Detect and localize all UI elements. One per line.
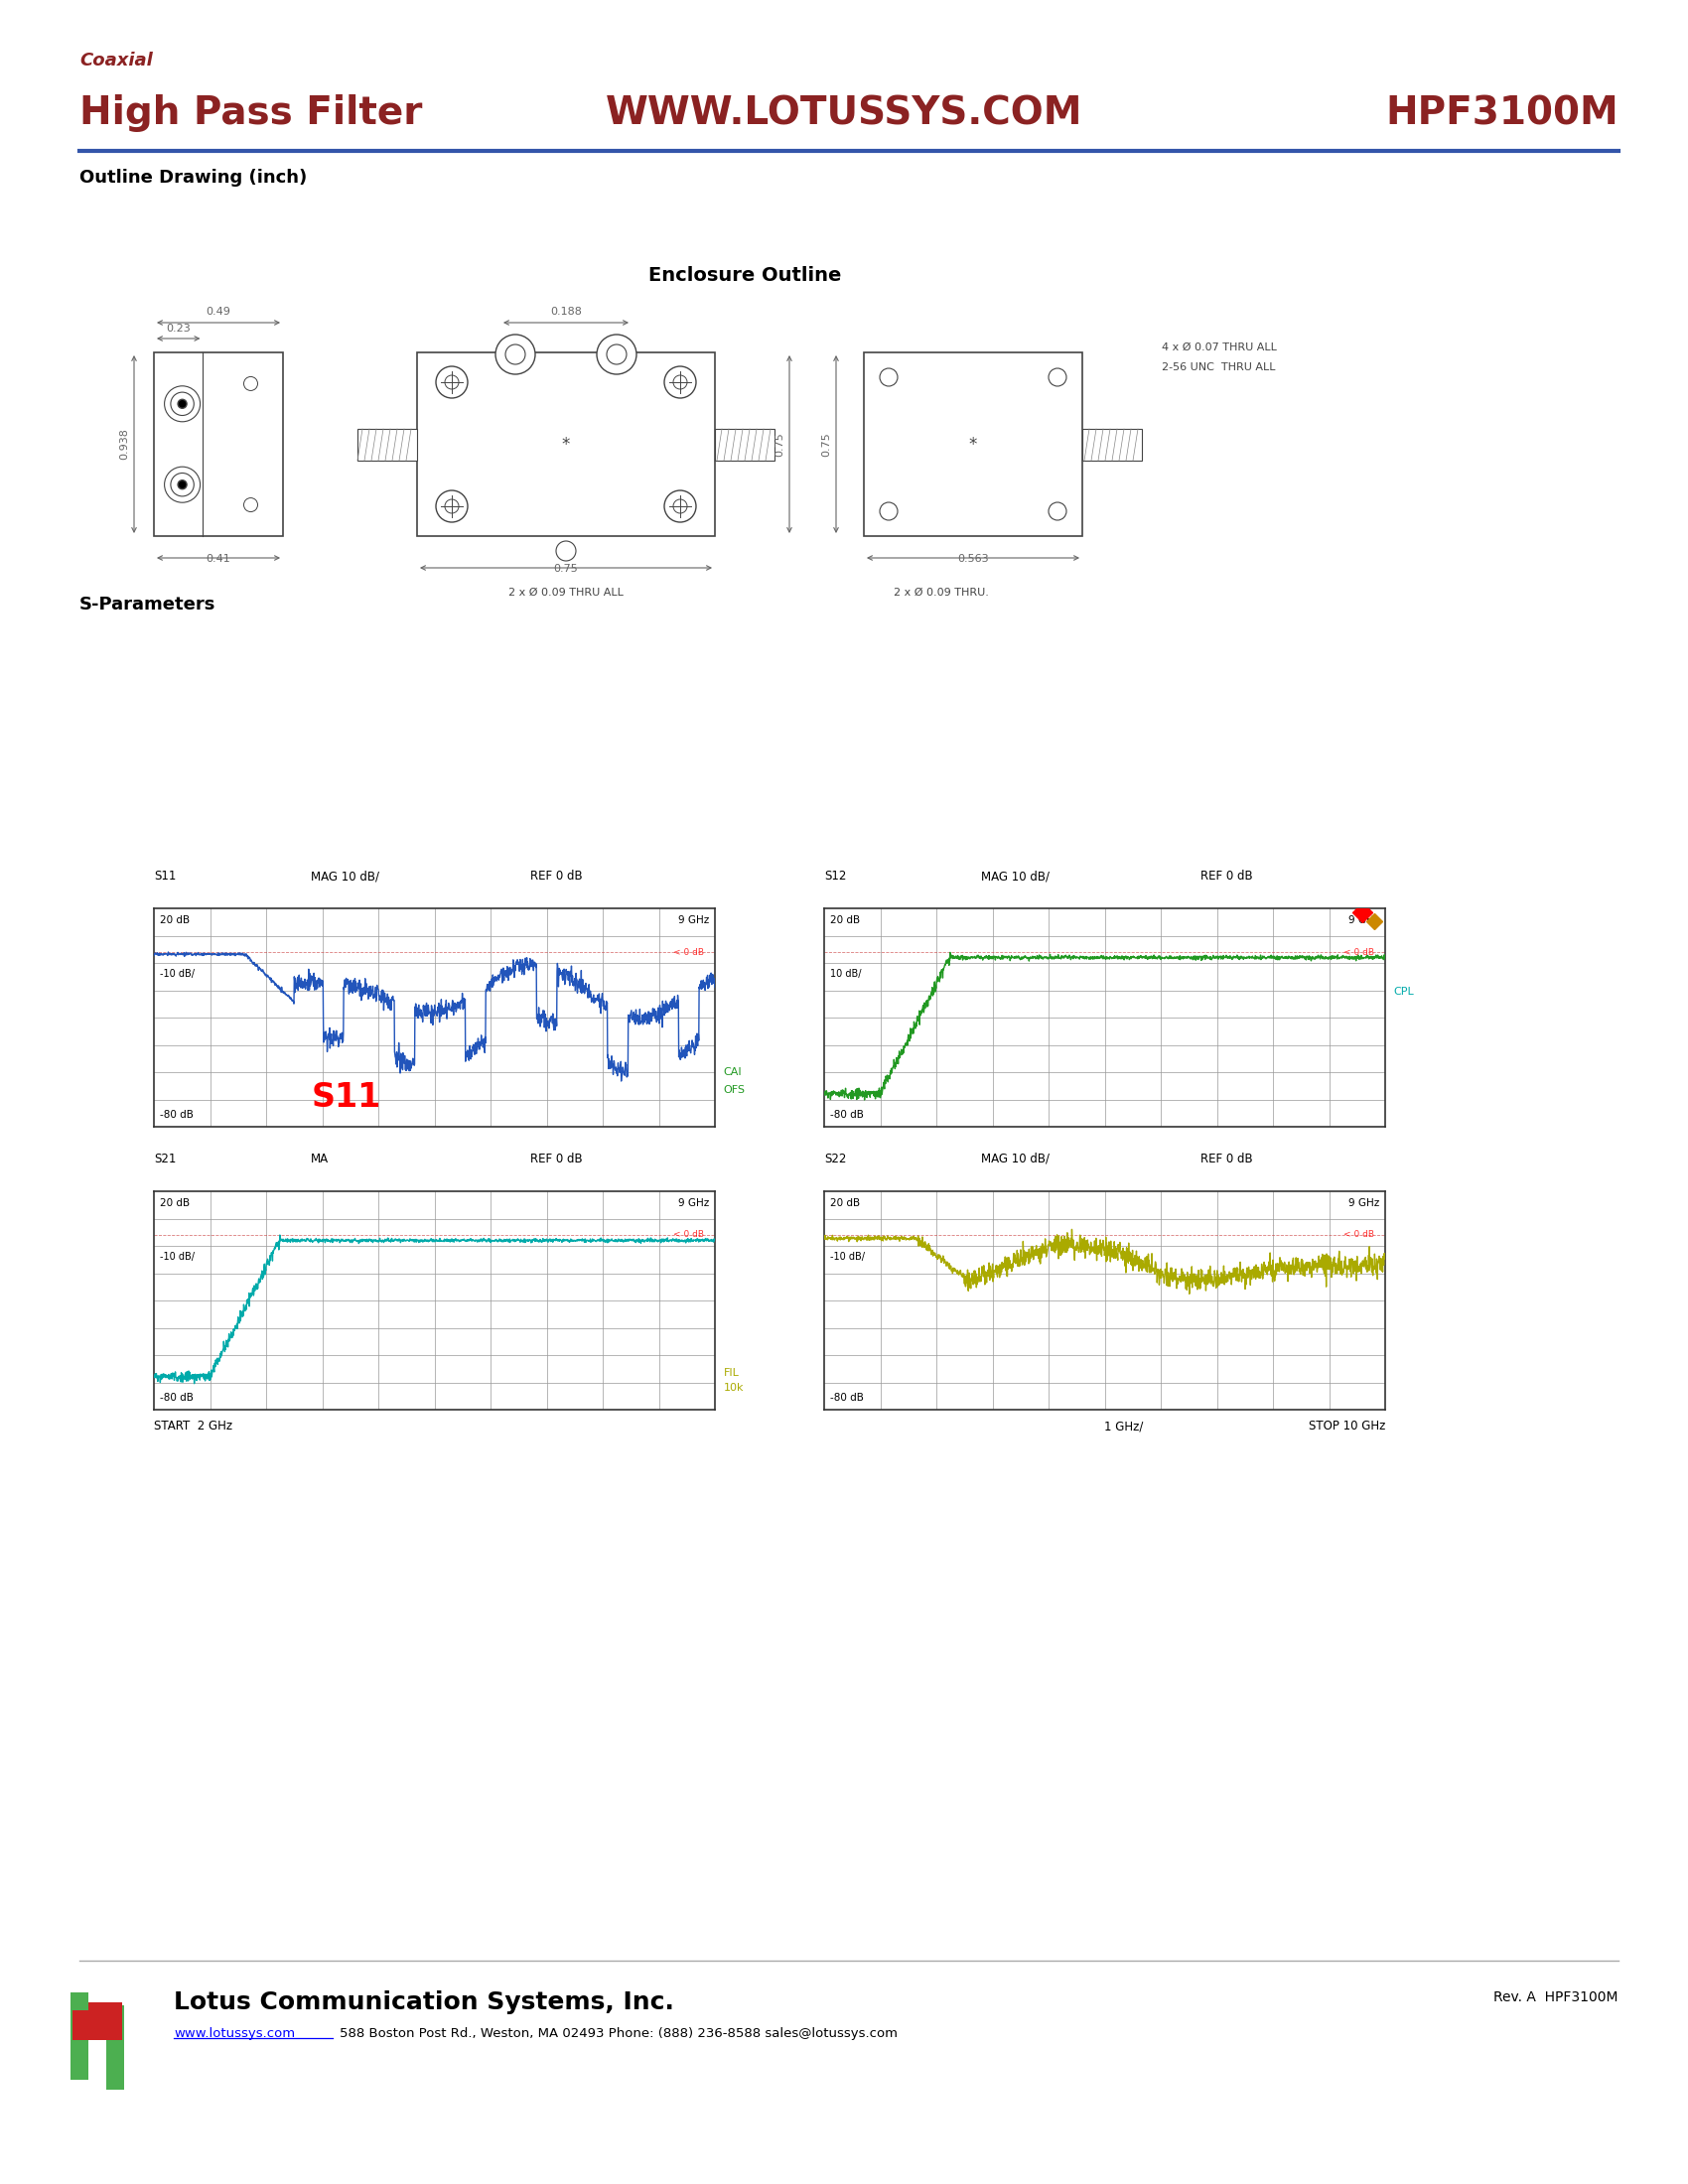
Text: 0.49: 0.49 [206,306,231,317]
Text: 0.75: 0.75 [775,432,785,456]
Text: 0.938: 0.938 [120,428,128,461]
Text: MAG 10 dB/: MAG 10 dB/ [311,869,380,882]
Text: S12: S12 [824,869,846,882]
Text: S21: S21 [154,1153,176,1166]
Text: 20 dB: 20 dB [159,1197,189,1208]
Text: 0.41: 0.41 [206,555,231,563]
Circle shape [674,500,687,513]
Text: 0.75: 0.75 [820,432,830,456]
Text: FIL: FIL [724,1367,739,1378]
Text: Lotus Communication Systems, Inc.: Lotus Communication Systems, Inc. [174,1990,674,2014]
Text: CPL: CPL [1394,987,1415,996]
Circle shape [505,345,525,365]
Circle shape [436,491,468,522]
Bar [106,2005,125,2090]
Text: 2-56 UNC  THRU ALL: 2-56 UNC THRU ALL [1161,363,1276,371]
Bar [71,1992,88,2009]
Circle shape [598,334,636,373]
Text: MAG 10 dB/: MAG 10 dB/ [981,1153,1050,1166]
Text: 20 dB: 20 dB [159,915,189,924]
Text: < 0 dB: < 0 dB [1344,1230,1374,1238]
Text: -80 dB: -80 dB [159,1393,192,1402]
Text: High Pass Filter: High Pass Filter [79,94,422,131]
Text: -10 dB/: -10 dB/ [830,1251,864,1262]
Text: 9 GHz: 9 GHz [679,1197,709,1208]
Text: Coaxial: Coaxial [79,52,152,70]
Bar [358,428,417,461]
Text: Enclosure Outline: Enclosure Outline [648,266,841,284]
Text: Rev. A  HPF3100M: Rev. A HPF3100M [1494,1990,1619,2005]
Text: 2 x Ø 0.09 THRU ALL: 2 x Ø 0.09 THRU ALL [508,587,623,598]
Text: 20 dB: 20 dB [830,1197,859,1208]
Circle shape [674,376,687,389]
Text: 1 GHz/: 1 GHz/ [1104,1420,1143,1433]
Text: 588 Boston Post Rd., Weston, MA 02493 Phone: (888) 236-8588 sales@lotussys.com: 588 Boston Post Rd., Weston, MA 02493 Ph… [339,2027,898,2040]
Text: S22: S22 [824,1153,846,1166]
Text: REF 0 dB: REF 0 dB [530,869,582,882]
Bar [864,352,1082,535]
Text: 20 dB: 20 dB [830,915,859,924]
Text: MAG 10 dB/: MAG 10 dB/ [981,869,1050,882]
Text: -80 dB: -80 dB [159,1109,192,1120]
Text: 9 GHz: 9 GHz [1349,1197,1379,1208]
Bar [73,2003,122,2040]
Bar [71,2001,88,2079]
Circle shape [665,367,695,397]
Text: STOP 10 GHz: STOP 10 GHz [1308,1420,1386,1433]
Circle shape [665,491,695,522]
Text: S11: S11 [154,869,176,882]
Circle shape [177,400,187,408]
Text: < 0 dB: < 0 dB [1344,948,1374,957]
Text: -10 dB/: -10 dB/ [159,1251,194,1262]
Text: < 0 dB: < 0 dB [674,1230,704,1238]
Bar [154,352,284,535]
Text: www.lotussys.com: www.lotussys.com [174,2027,295,2040]
Text: 10 dB/: 10 dB/ [830,970,861,978]
Text: *: * [562,437,571,454]
Text: START  2 GHz: START 2 GHz [154,1420,233,1433]
Text: 10k: 10k [724,1382,744,1393]
Text: CAI: CAI [724,1068,741,1077]
Text: 9 GHz: 9 GHz [1349,915,1379,924]
Text: -80 dB: -80 dB [830,1393,863,1402]
Text: 0.563: 0.563 [957,555,989,563]
Circle shape [606,345,626,365]
Text: S11: S11 [311,1081,381,1114]
Text: *: * [969,437,977,454]
Circle shape [177,480,187,489]
Bar [716,428,775,461]
Text: HPF3100M: HPF3100M [1386,94,1619,131]
Circle shape [496,334,535,373]
Circle shape [436,367,468,397]
Bar [106,2073,125,2090]
Text: S-Parameters: S-Parameters [79,596,216,614]
Text: 0.188: 0.188 [550,306,582,317]
Text: 2 x Ø 0.09 THRU.: 2 x Ø 0.09 THRU. [893,587,989,598]
Text: OFS: OFS [724,1085,744,1094]
Circle shape [446,500,459,513]
Text: REF 0 dB: REF 0 dB [1200,869,1252,882]
Text: MA: MA [311,1153,329,1166]
Text: REF 0 dB: REF 0 dB [1200,1153,1252,1166]
Bar [1082,428,1141,461]
Text: 0.75: 0.75 [554,563,579,574]
Bar [417,352,716,535]
Text: Outline Drawing (inch): Outline Drawing (inch) [79,168,307,186]
Text: 4 x Ø 0.07 THRU ALL: 4 x Ø 0.07 THRU ALL [1161,343,1276,352]
Circle shape [446,376,459,389]
Text: -80 dB: -80 dB [830,1109,863,1120]
Text: 0.23: 0.23 [165,323,191,334]
Text: REF 0 dB: REF 0 dB [530,1153,582,1166]
Text: < 0 dB: < 0 dB [674,948,704,957]
Text: 9 GHz: 9 GHz [679,915,709,924]
Text: WWW.LOTUSSYS.COM: WWW.LOTUSSYS.COM [606,94,1082,131]
Text: -10 dB/: -10 dB/ [159,970,194,978]
